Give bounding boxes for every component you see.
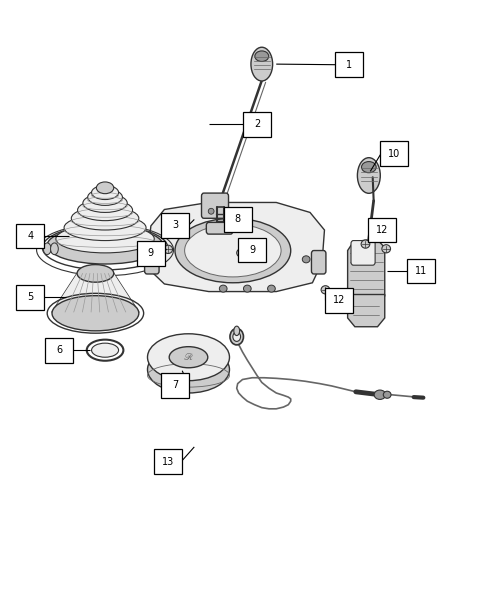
Polygon shape (147, 203, 324, 292)
Ellipse shape (320, 286, 329, 294)
FancyBboxPatch shape (153, 449, 182, 474)
Ellipse shape (56, 225, 154, 253)
Ellipse shape (361, 240, 369, 248)
Ellipse shape (50, 243, 58, 254)
FancyBboxPatch shape (334, 52, 362, 77)
Ellipse shape (361, 161, 376, 173)
Text: 11: 11 (414, 266, 426, 276)
Ellipse shape (164, 245, 172, 253)
FancyBboxPatch shape (45, 338, 73, 362)
Text: 5: 5 (27, 292, 33, 302)
Ellipse shape (91, 186, 118, 200)
FancyBboxPatch shape (161, 213, 189, 237)
Ellipse shape (219, 285, 227, 292)
FancyBboxPatch shape (368, 218, 395, 242)
Ellipse shape (243, 285, 251, 292)
Ellipse shape (381, 244, 390, 253)
Ellipse shape (232, 332, 240, 342)
FancyBboxPatch shape (144, 250, 159, 274)
Text: 9: 9 (148, 249, 153, 259)
Ellipse shape (159, 243, 166, 254)
FancyBboxPatch shape (223, 207, 251, 232)
Ellipse shape (357, 158, 379, 193)
Ellipse shape (96, 182, 114, 194)
Ellipse shape (64, 215, 146, 240)
FancyBboxPatch shape (201, 193, 228, 219)
Polygon shape (347, 239, 384, 296)
Ellipse shape (83, 194, 127, 213)
Text: 4: 4 (27, 231, 33, 241)
FancyBboxPatch shape (311, 250, 325, 274)
Text: 3: 3 (171, 220, 178, 230)
Text: 6: 6 (56, 345, 62, 355)
FancyBboxPatch shape (16, 224, 44, 248)
Ellipse shape (52, 296, 138, 331)
Ellipse shape (373, 390, 385, 399)
Ellipse shape (154, 257, 162, 264)
Ellipse shape (71, 207, 138, 230)
FancyBboxPatch shape (161, 373, 189, 398)
Ellipse shape (302, 256, 309, 263)
Ellipse shape (151, 243, 159, 254)
FancyBboxPatch shape (324, 288, 352, 313)
Ellipse shape (382, 391, 390, 398)
FancyBboxPatch shape (350, 240, 374, 265)
Ellipse shape (175, 219, 290, 283)
Ellipse shape (184, 224, 281, 277)
FancyBboxPatch shape (379, 141, 408, 166)
Ellipse shape (147, 346, 229, 393)
Text: 12: 12 (376, 225, 388, 235)
FancyBboxPatch shape (16, 285, 44, 310)
Ellipse shape (91, 343, 118, 357)
FancyBboxPatch shape (406, 259, 434, 283)
Text: 2: 2 (253, 120, 259, 130)
Ellipse shape (267, 285, 275, 292)
Polygon shape (52, 273, 138, 312)
Ellipse shape (77, 264, 114, 282)
FancyBboxPatch shape (238, 237, 266, 262)
Ellipse shape (233, 326, 239, 336)
Text: 8: 8 (234, 214, 240, 224)
Text: 13: 13 (161, 456, 174, 466)
Text: 9: 9 (249, 245, 255, 255)
Ellipse shape (254, 51, 268, 61)
Ellipse shape (169, 347, 207, 368)
Ellipse shape (88, 189, 122, 206)
Ellipse shape (250, 47, 272, 81)
Text: 1: 1 (345, 59, 351, 70)
Ellipse shape (47, 227, 163, 264)
Polygon shape (347, 294, 384, 327)
Text: 12: 12 (332, 295, 345, 305)
Ellipse shape (77, 200, 132, 221)
Ellipse shape (229, 329, 243, 345)
Text: $\mathscr{R}$: $\mathscr{R}$ (183, 352, 193, 362)
Ellipse shape (154, 247, 162, 254)
Text: 7: 7 (171, 380, 178, 391)
Text: 10: 10 (388, 149, 400, 159)
Ellipse shape (43, 243, 51, 254)
FancyBboxPatch shape (242, 112, 271, 137)
FancyBboxPatch shape (206, 223, 232, 234)
Ellipse shape (147, 334, 229, 380)
FancyBboxPatch shape (136, 241, 165, 266)
Ellipse shape (236, 249, 245, 257)
Ellipse shape (208, 209, 213, 214)
